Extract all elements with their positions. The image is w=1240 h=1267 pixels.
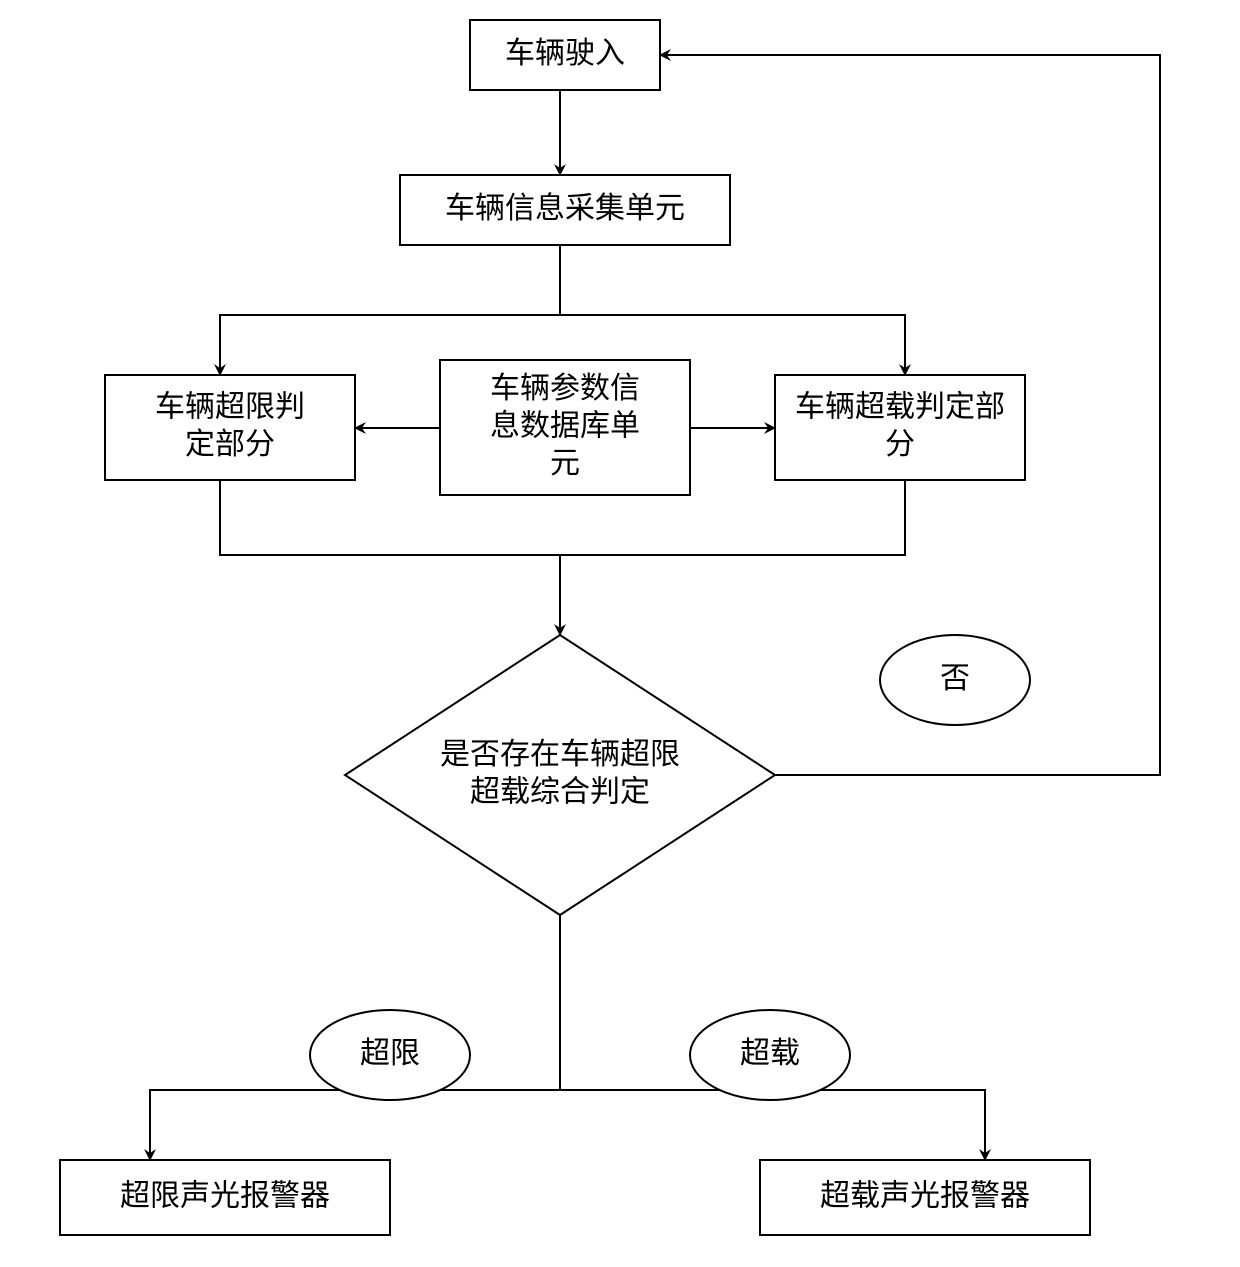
collect-text-0: 车辆信息采集单元 xyxy=(445,192,685,225)
overload_part-text-1: 分 xyxy=(885,428,915,461)
node-decision: 是否存在车辆超限超载综合判定 xyxy=(345,635,775,915)
node-overlimit_alarm: 超限声光报警器 xyxy=(60,1160,390,1235)
db-text-0: 车辆参数信 xyxy=(490,372,640,405)
node-label_no: 否 xyxy=(880,635,1030,725)
node-collect: 车辆信息采集单元 xyxy=(400,175,730,245)
node-label_overload: 超载 xyxy=(690,1010,850,1100)
node-db: 车辆参数信息数据库单元 xyxy=(440,360,690,495)
overlimit_alarm-text-0: 超限声光报警器 xyxy=(120,1179,330,1212)
decision-text-1: 超载综合判定 xyxy=(470,776,650,809)
db-text-1: 息数据库单 xyxy=(490,409,640,442)
label_overlimit-text-0: 超限 xyxy=(360,1037,420,1070)
node-overlimit_part: 车辆超限判定部分 xyxy=(105,375,355,480)
start-text-0: 车辆驶入 xyxy=(505,37,625,70)
edge-1 xyxy=(220,245,560,375)
overload_alarm-text-0: 超载声光报警器 xyxy=(820,1179,1030,1212)
node-label_overlimit: 超限 xyxy=(310,1010,470,1100)
overlimit_part-text-1: 定部分 xyxy=(185,428,275,461)
node-start: 车辆驶入 xyxy=(470,20,660,90)
db-text-2: 元 xyxy=(550,447,580,480)
decision-text-0: 是否存在车辆超限 xyxy=(440,738,680,771)
flowchart-canvas: 车辆驶入车辆信息采集单元车辆超限判定部分车辆参数信息数据库单元车辆超载判定部分是… xyxy=(0,0,1240,1267)
node-overload_part: 车辆超载判定部分 xyxy=(775,375,1025,480)
label_no-text-0: 否 xyxy=(940,662,970,695)
overload_part-text-0: 车辆超载判定部 xyxy=(795,391,1005,424)
node-overload_alarm: 超载声光报警器 xyxy=(760,1160,1090,1235)
overlimit_part-text-0: 车辆超限判 xyxy=(155,391,305,424)
label_overload-text-0: 超载 xyxy=(740,1037,800,1070)
